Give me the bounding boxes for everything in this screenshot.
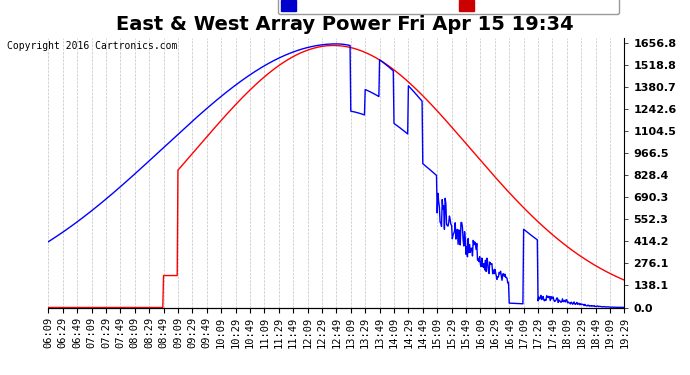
Legend: East Array  (DC Watts), West Array  (DC Watts): East Array (DC Watts), West Array (DC Wa… bbox=[277, 0, 619, 14]
Text: East & West Array Power Fri Apr 15 19:34: East & West Array Power Fri Apr 15 19:34 bbox=[116, 15, 574, 34]
Text: Copyright 2016 Cartronics.com: Copyright 2016 Cartronics.com bbox=[7, 41, 177, 51]
